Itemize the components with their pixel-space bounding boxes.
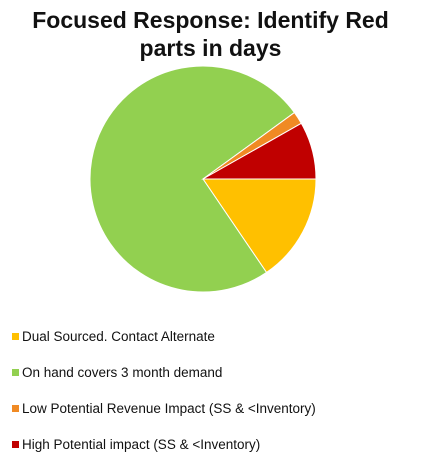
legend-item-on-hand: On hand covers 3 month demand <box>12 354 412 390</box>
chart-title-line-2: parts in days <box>139 35 282 61</box>
pie-slice-dual-sourced <box>202 178 317 274</box>
legend-label-dual-sourced: Dual Sourced. Contact Alternate <box>22 328 215 344</box>
legend-swatch-dual-sourced <box>12 332 19 340</box>
legend-swatch-on-hand <box>12 368 19 376</box>
chart-title: Focused Response: Identify Red parts in … <box>0 6 421 62</box>
legend-swatch-low-potential <box>12 404 19 412</box>
legend-swatch-high-potential <box>12 440 19 448</box>
legend-label-low-potential: Low Potential Revenue Impact (SS & <Inve… <box>22 400 316 416</box>
pie-slice-on-hand <box>89 65 296 293</box>
chart-title-line-1: Focused Response: Identify Red <box>32 7 389 33</box>
legend: Dual Sourced. Contact Alternate On hand … <box>12 318 412 462</box>
legend-item-low-potential: Low Potential Revenue Impact (SS & <Inve… <box>12 390 412 426</box>
pie-slice-high-potential <box>201 122 317 180</box>
legend-label-high-potential: High Potential impact (SS & <Inventory) <box>22 436 261 452</box>
legend-label-on-hand: On hand covers 3 month demand <box>22 364 223 380</box>
pie-chart <box>89 65 317 293</box>
legend-item-high-potential: High Potential impact (SS & <Inventory) <box>12 426 412 462</box>
legend-item-dual-sourced: Dual Sourced. Contact Alternate <box>12 318 412 354</box>
pie-slices <box>89 65 317 293</box>
